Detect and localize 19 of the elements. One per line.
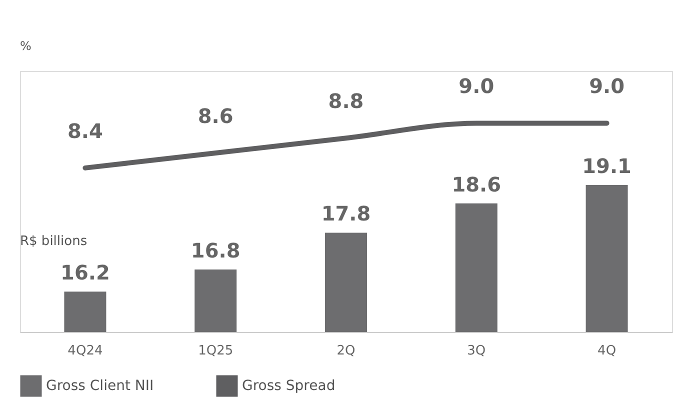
data-label: 19.1 (582, 154, 632, 178)
y2-axis-title: % (20, 39, 32, 53)
x-tick-label: 2Q (336, 344, 356, 358)
x-tick-label: 1Q25 (198, 344, 234, 358)
data-label: 9.0 (458, 74, 494, 98)
legend-label: Gross Spread (242, 378, 336, 394)
x-tick-label: 4Q24 (68, 344, 103, 358)
data-label: 8.4 (67, 118, 103, 143)
data-label: 16.2 (60, 260, 110, 285)
data-label: 9.0 (589, 74, 625, 98)
x-tick-label: 3Q (467, 344, 486, 358)
y-axis-title: R$ billions (20, 234, 88, 249)
data-label: 16.8 (190, 238, 240, 263)
data-label: 8.6 (198, 104, 234, 128)
data-label: 18.6 (452, 172, 502, 196)
data-label: 17.8 (321, 202, 371, 226)
legend-label: Gross Client NII (46, 378, 154, 394)
data-label: 8.8 (328, 89, 364, 114)
x-tick-label: 4Q (598, 344, 616, 358)
